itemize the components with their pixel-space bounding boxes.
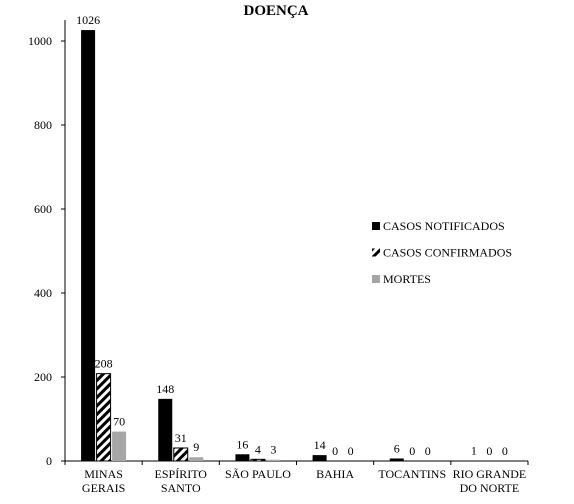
data-label: 0	[348, 444, 354, 458]
bars	[81, 30, 481, 462]
data-label: 3	[270, 443, 276, 457]
legend: CASOS NOTIFICADOS CASOS CONFIRMADOS MORTES	[372, 219, 512, 286]
data-label: 0	[486, 444, 492, 458]
data-label: 14	[314, 438, 326, 452]
legend-label: CASOS NOTIFICADOS	[383, 219, 505, 233]
data-label: 208	[95, 357, 113, 371]
data-label: 9	[193, 440, 199, 454]
data-label: 16	[236, 437, 248, 451]
y-tick-label: 800	[34, 118, 52, 132]
bar-casos-notificados	[81, 30, 96, 462]
x-category-label: MINAS GERAIS	[82, 467, 125, 495]
data-label: 1026	[76, 13, 100, 27]
bar-casos-notificados	[235, 454, 250, 461]
x-category-label: RIO GRANDE DO NORTE	[453, 467, 527, 495]
legend-label: CASOS CONFIRMADOS	[383, 246, 512, 260]
x-category-label: BAHIA	[316, 467, 354, 481]
y-tick-label: 600	[34, 202, 52, 216]
y-tick-label: 1000	[28, 34, 52, 48]
data-label: 0	[332, 444, 338, 458]
data-label: 0	[502, 444, 508, 458]
y-tick-label: 0	[46, 454, 52, 468]
bar-casos-notificados	[389, 458, 404, 461]
bar-mortes	[112, 431, 127, 461]
legend-swatch	[372, 248, 380, 257]
legend-swatch	[372, 275, 380, 283]
data-label: 0	[409, 444, 415, 458]
legend-swatch	[372, 222, 380, 230]
x-category-label: ESPÍRITO SANTO	[155, 467, 208, 495]
x-category-label: TOCANTINS	[378, 467, 446, 481]
data-label: 148	[156, 382, 174, 396]
y-tick-label: 400	[34, 286, 52, 300]
legend-label: MORTES	[383, 272, 431, 286]
y-tick-label: 200	[34, 370, 52, 384]
data-label: 0	[425, 444, 431, 458]
bar-casos-confirmados	[250, 458, 266, 462]
data-label: 1	[471, 444, 477, 458]
chart-title: DOENÇA	[243, 3, 308, 19]
bar-casos-notificados	[312, 455, 327, 461]
data-label: 31	[175, 431, 187, 445]
bar-casos-confirmados	[96, 373, 112, 462]
bar-mortes	[189, 457, 204, 461]
bar-casos-notificados	[158, 398, 173, 461]
bar-mortes	[266, 459, 281, 461]
data-label: 6	[394, 441, 400, 455]
x-category-label: SÃO PAULO	[225, 467, 291, 481]
data-label: 70	[113, 415, 125, 429]
bar-casos-confirmados	[173, 447, 189, 462]
data-label: 4	[255, 442, 261, 456]
